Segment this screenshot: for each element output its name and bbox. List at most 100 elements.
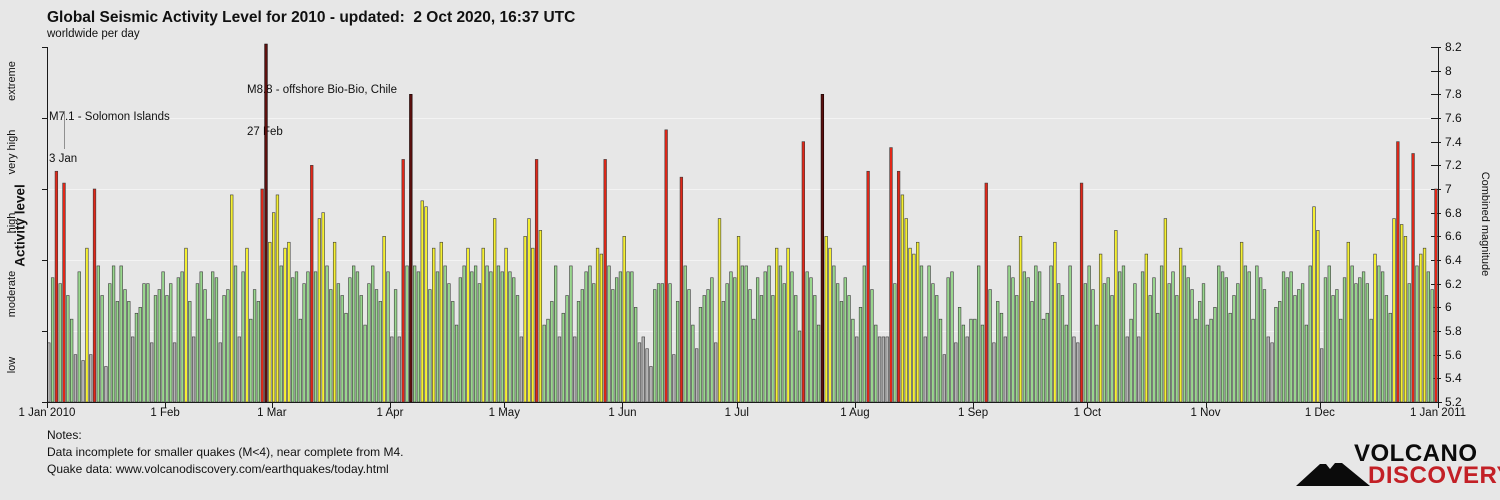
bar: [1312, 206, 1316, 403]
bar: [1316, 230, 1320, 403]
bar: [275, 194, 280, 403]
x-axis-month-tick: [1438, 402, 1439, 408]
bar: [1198, 301, 1202, 403]
bar: [573, 336, 577, 403]
bar: [207, 318, 211, 403]
bar: [165, 295, 169, 403]
bar: [195, 283, 200, 403]
bar: [1148, 295, 1152, 403]
bar: [249, 318, 253, 403]
bar: [222, 295, 226, 403]
bar: [691, 324, 695, 403]
bar: [188, 301, 192, 403]
bar: [721, 301, 725, 403]
bar: [92, 188, 97, 403]
bar: [645, 348, 649, 403]
bar: [352, 265, 356, 403]
bar: [1411, 153, 1415, 403]
bar: [881, 336, 886, 403]
y-axis-left-tick: [42, 47, 47, 48]
bar: [508, 271, 512, 403]
bar: [1137, 336, 1141, 403]
bar: [298, 318, 302, 403]
bar: [291, 277, 295, 403]
bar: [256, 301, 261, 403]
bar: [992, 342, 996, 403]
bar: [1011, 277, 1015, 403]
bar: [371, 265, 375, 403]
bar: [611, 289, 615, 403]
bar: [1083, 283, 1087, 403]
y-axis-right-tick: [1431, 141, 1441, 143]
bar: [729, 271, 733, 403]
bar: [1003, 336, 1007, 403]
bar: [424, 206, 428, 403]
bar: [1041, 318, 1046, 403]
bar: [1022, 271, 1027, 403]
bar: [512, 277, 516, 403]
bar: [874, 324, 878, 403]
bar: [706, 289, 710, 403]
bar: [828, 247, 832, 403]
bar: [473, 265, 478, 403]
bar: [1251, 318, 1255, 403]
bar: [142, 283, 146, 403]
bar: [1098, 253, 1103, 403]
bar: [862, 265, 866, 403]
bar: [900, 194, 905, 403]
bar: [1320, 348, 1324, 403]
bar: [1300, 283, 1305, 403]
month-label: 1 Jan 2010: [18, 407, 76, 419]
bar: [607, 265, 611, 403]
bar: [759, 295, 764, 403]
x-axis-month-tick: [389, 402, 391, 408]
bar: [656, 283, 661, 403]
bar: [569, 265, 573, 403]
bar: [1289, 271, 1293, 403]
y-axis-right-tick: [1431, 47, 1441, 48]
y-axis-left-tick: [42, 331, 47, 332]
bar: [81, 360, 85, 403]
y-axis-right-title: Combined magnitude: [1479, 171, 1491, 277]
y-axis-left-tick: [42, 189, 47, 190]
bar: [66, 295, 70, 403]
bar: [462, 265, 466, 403]
bar: [1392, 218, 1396, 403]
bar: [527, 218, 531, 403]
bar: [1350, 265, 1354, 403]
magnitude-tick-label: 5.2: [1445, 395, 1462, 409]
bar: [1205, 324, 1209, 403]
bar: [1057, 283, 1061, 403]
bar: [576, 301, 581, 403]
bar: [435, 271, 440, 403]
bar: [428, 289, 432, 403]
bar: [683, 265, 687, 403]
bar: [1163, 218, 1168, 403]
bar: [748, 289, 752, 403]
bar: [493, 218, 497, 403]
bar: [416, 271, 421, 403]
bar: [1068, 265, 1072, 403]
bar: [1342, 277, 1347, 403]
bar: [1266, 336, 1270, 403]
bar: [1220, 271, 1225, 403]
bar: [268, 241, 272, 403]
bar: [1255, 265, 1259, 403]
bar: [584, 271, 588, 403]
bar: [138, 307, 142, 403]
volcano-icon: [1296, 463, 1370, 486]
bar: [272, 212, 276, 403]
bar: [294, 271, 299, 403]
bar: [283, 247, 287, 403]
bar: [477, 283, 482, 403]
bar: [1167, 283, 1171, 403]
bar: [1354, 283, 1358, 403]
magnitude-tick-label: 7.4: [1445, 134, 1462, 149]
bar: [1129, 318, 1133, 403]
bar: [649, 366, 653, 403]
bar: [851, 318, 855, 403]
bar: [1339, 318, 1343, 403]
bar: [1403, 236, 1408, 403]
bar: [813, 295, 817, 403]
bar: [1388, 312, 1392, 403]
